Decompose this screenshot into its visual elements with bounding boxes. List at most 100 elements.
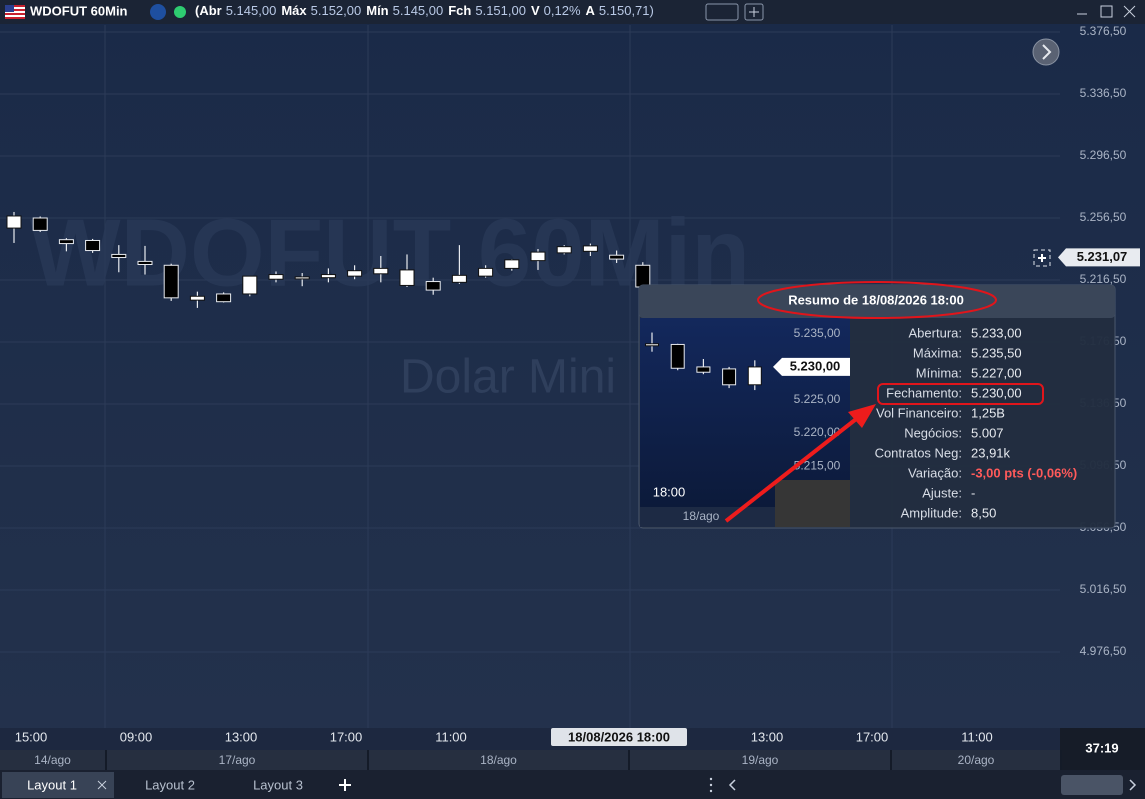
candle-body <box>85 239 101 252</box>
summary-label: Ajuste: <box>922 485 962 500</box>
crosshair-button[interactable] <box>1033 249 1051 267</box>
time-label: 09:00 <box>120 729 153 744</box>
quote-line: (Abr 5.145,00 Máx 5.152,00 Mín 5.145,00 Fch 5.1… <box>195 3 654 18</box>
summary-label: Amplitude: <box>901 505 962 520</box>
candle-body <box>609 254 625 260</box>
time-label: 17:00 <box>856 729 889 744</box>
candle-body <box>478 267 494 277</box>
time-label: 11:00 <box>435 729 467 744</box>
candle-body <box>645 343 659 347</box>
summary-label: Abertura: <box>909 325 962 340</box>
mini-price-tag <box>773 357 850 376</box>
time-label: 13:00 <box>751 729 784 744</box>
highlight-box <box>877 383 1044 405</box>
candle-body <box>347 270 363 277</box>
tab-bar <box>0 770 1145 799</box>
tabs[interactable]: Layout 1 Layout 2 Layout 3 <box>27 777 303 792</box>
quote-label: A <box>586 3 596 18</box>
time-axis: 15:00 09:00 13:00 17:00 11:00 13:00 17:00 11:00… <box>0 728 1145 770</box>
y-tick-label: 5.216,50 <box>1080 272 1127 286</box>
mini-day-label: 18/ago <box>683 509 720 523</box>
price-tag: 5.231,07 <box>1058 248 1140 267</box>
candle-body <box>216 293 232 303</box>
watermark: WDOFUT 60Min <box>30 199 750 306</box>
summary-label: Mínima: <box>916 365 962 380</box>
day-label: 19/ago <box>742 753 779 767</box>
summary-label: Negócios: <box>904 425 962 440</box>
summary-value: 5.235,50 <box>971 345 1022 360</box>
summary-value: 1,25B <box>971 405 1005 420</box>
y-tick-label: 5.256,50 <box>1080 210 1127 224</box>
candle-body <box>58 239 74 245</box>
mini-y-tick-label: 5.215,00 <box>794 458 841 472</box>
candle-body <box>163 264 179 299</box>
day-label: 17/ago <box>219 753 256 767</box>
highlight-ellipse <box>757 281 997 319</box>
candle-body <box>111 253 127 259</box>
summary-label: Contratos Neg: <box>875 445 962 460</box>
quote-label: (Abr <box>195 3 222 18</box>
mini-y-tick-label: 5.220,00 <box>794 425 841 439</box>
summary-label: Fechamento: <box>886 385 962 400</box>
price-tag-shape <box>1058 248 1140 267</box>
tab-label[interactable]: Layout 2 <box>145 777 195 792</box>
countdown: 37:19 <box>1085 740 1118 755</box>
status-dot <box>174 6 186 18</box>
candle-body <box>399 269 415 286</box>
quote-value: 5.151,00 <box>475 3 526 18</box>
summary-value: - <box>971 485 975 500</box>
summary-value: 8,50 <box>971 505 996 520</box>
candle-body <box>530 251 546 262</box>
toolbar-buttons[interactable] <box>705 3 764 21</box>
quote-value: 5.150,71) <box>599 3 654 18</box>
tab-label[interactable]: Layout 3 <box>253 777 303 792</box>
candle-body <box>722 368 737 386</box>
candle-body <box>242 275 258 295</box>
candle-body <box>696 366 711 373</box>
scroll-right-button[interactable] <box>1032 38 1060 66</box>
y-tick-label: 4.976,50 <box>1080 644 1127 658</box>
chevron <box>1042 44 1052 60</box>
candles <box>6 211 651 308</box>
candle-body <box>32 217 48 231</box>
quote-value: 0,12% <box>544 3 581 18</box>
y-tick-label: 5.296,50 <box>1080 148 1127 162</box>
popup-title: Resumo de 18/08/2026 18:00 <box>788 292 964 307</box>
summary-value: 5.230,00 <box>971 385 1022 400</box>
candle-body <box>137 260 153 266</box>
flag-icon <box>5 5 25 19</box>
summary-label: Vol Financeiro: <box>876 405 962 420</box>
candle-body <box>670 343 685 369</box>
candle-body <box>504 259 520 269</box>
time-label: 17:00 <box>330 729 363 744</box>
watermark-subtitle: Dolar Mini <box>400 351 616 404</box>
tab-label[interactable]: Layout 1 <box>27 777 77 792</box>
candle-body <box>6 215 22 229</box>
day-label: 20/ago <box>958 753 995 767</box>
candle-body <box>189 295 205 301</box>
y-tick-label: 5.376,50 <box>1080 24 1127 38</box>
summary-label: Variação: <box>908 465 962 480</box>
candle-body <box>556 246 572 254</box>
day-label: 18/ago <box>480 753 517 767</box>
quote-label: Mín <box>366 3 388 18</box>
summary-value: 5.233,00 <box>971 325 1022 340</box>
crosshair-label-bg <box>551 728 687 746</box>
time-label: 11:00 <box>961 729 993 744</box>
mini-price-tag-label: 5.230,00 <box>790 358 841 373</box>
candle-body <box>635 264 651 288</box>
window-controls[interactable] <box>1077 5 1136 18</box>
candle-body <box>373 267 389 275</box>
mini-y-tick-label: 5.225,00 <box>794 392 841 406</box>
time-label: 15:00 <box>15 729 48 744</box>
quote-value: 5.152,00 <box>311 3 362 18</box>
price-tag-label: 5.231,07 <box>1077 249 1128 264</box>
mini-y-tick-label: 5.235,00 <box>794 326 841 340</box>
summary-value: 5.227,00 <box>971 365 1022 380</box>
summary-value: 23,91k <box>971 445 1011 460</box>
annotation-arrowhead <box>848 404 876 428</box>
summary-popup: Resumo de 18/08/2026 18:00 5.235,00 5.230,… <box>638 281 1116 529</box>
mini-time-label: 18:00 <box>653 484 686 499</box>
